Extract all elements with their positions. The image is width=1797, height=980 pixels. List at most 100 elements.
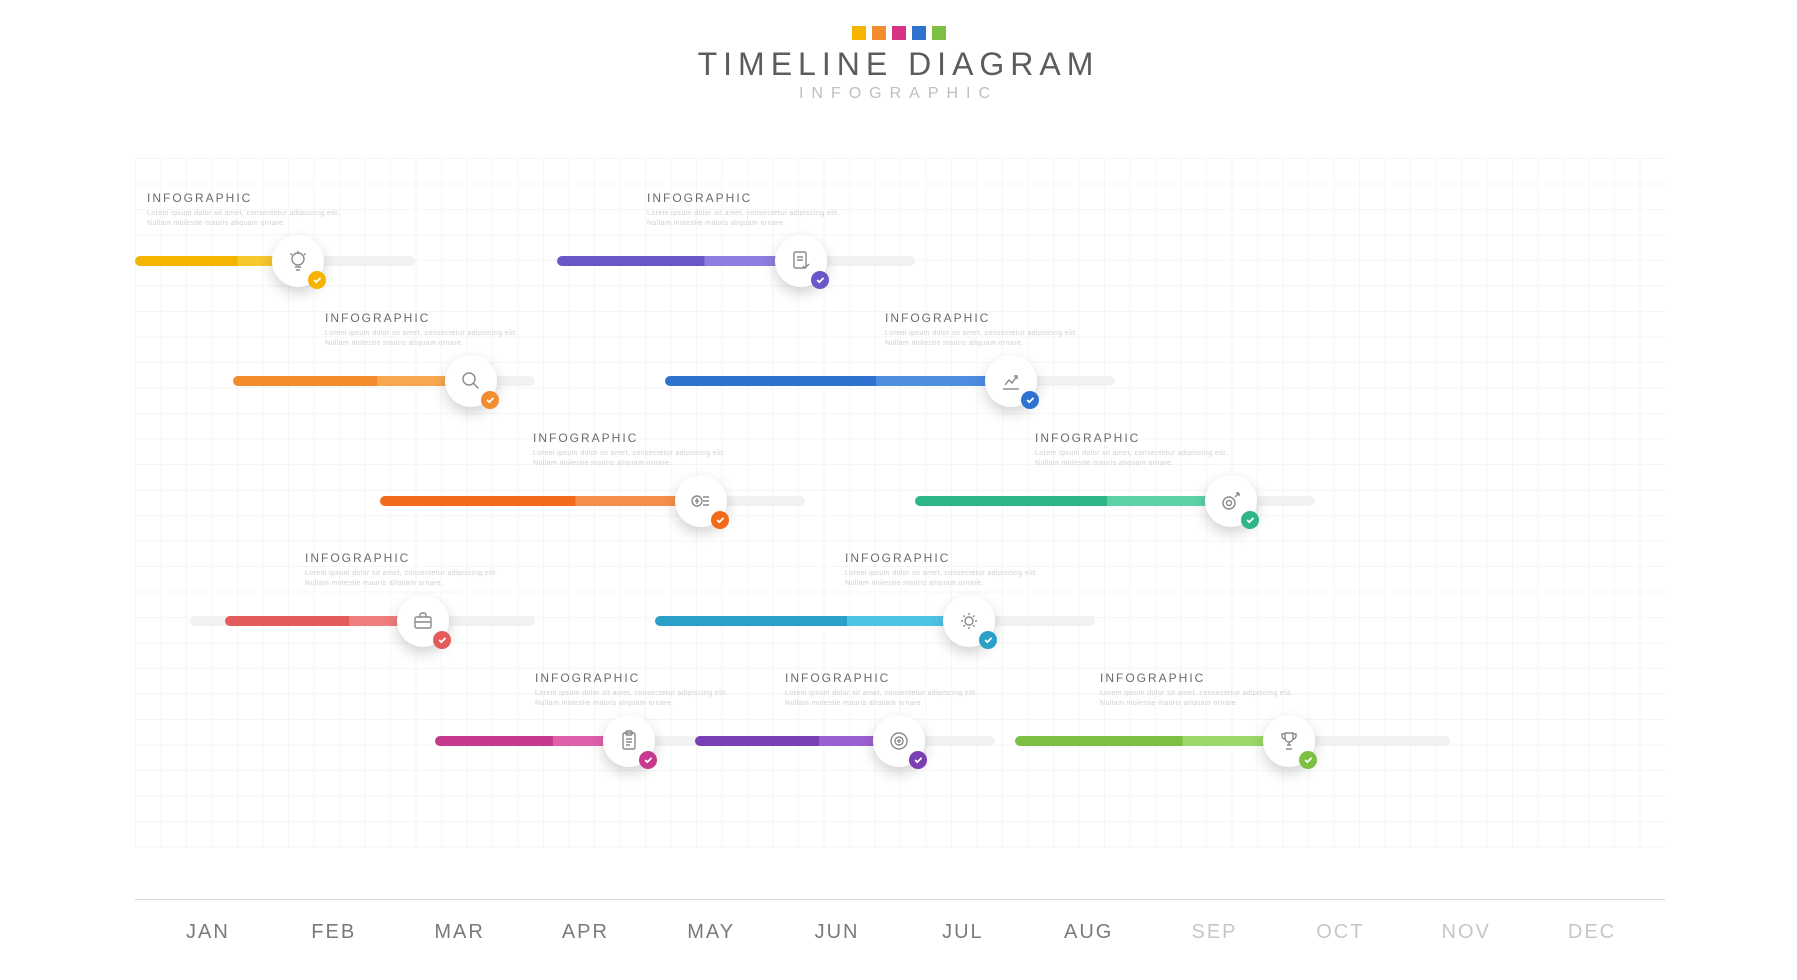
target-icon xyxy=(887,729,911,753)
item-body: Lorem ipsum dolor sit amet, consectetur … xyxy=(535,689,745,708)
month-label: MAY xyxy=(648,921,774,944)
milestone-circle xyxy=(603,715,655,767)
item-title: INFOGRAPHIC xyxy=(533,431,743,445)
item-title: INFOGRAPHIC xyxy=(325,311,535,325)
money-icon xyxy=(689,489,713,513)
item-body: Lorem ipsum dolor sit amet, consectetur … xyxy=(147,209,357,228)
target-up-icon xyxy=(1219,489,1243,513)
check-badge-icon xyxy=(711,511,729,529)
check-badge-icon xyxy=(979,631,997,649)
item-body: Lorem ipsum dolor sit amet, consectetur … xyxy=(533,449,743,468)
timeline-row: INFOGRAPHICLorem ipsum dolor sit amet, c… xyxy=(135,476,1665,524)
item-label-block: INFOGRAPHIC Lorem ipsum dolor sit amet, c… xyxy=(885,311,1095,348)
bar-fill xyxy=(225,616,425,626)
item-title: INFOGRAPHIC xyxy=(885,311,1095,325)
item-title: INFOGRAPHIC xyxy=(1035,431,1245,445)
check-badge-icon xyxy=(909,751,927,769)
item-body: Lorem ipsum dolor sit amet, consectetur … xyxy=(1100,689,1310,708)
item-body: Lorem ipsum dolor sit amet, consectetur … xyxy=(785,689,995,708)
milestone-circle xyxy=(397,595,449,647)
month-label: JAN xyxy=(145,921,271,944)
magnify-icon xyxy=(459,369,483,393)
milestone-circle xyxy=(775,235,827,287)
item-label-block: INFOGRAPHIC Lorem ipsum dolor sit amet, c… xyxy=(845,551,1055,588)
check-badge-icon xyxy=(308,271,326,289)
item-title: INFOGRAPHIC xyxy=(1100,671,1310,685)
item-title: INFOGRAPHIC xyxy=(535,671,745,685)
month-label: MAR xyxy=(397,921,523,944)
milestone-circle xyxy=(1205,475,1257,527)
clipboard-icon xyxy=(617,729,641,753)
item-label-block: INFOGRAPHIC Lorem ipsum dolor sit amet, c… xyxy=(1100,671,1310,708)
check-badge-icon xyxy=(1021,391,1039,409)
item-label-block: INFOGRAPHIC Lorem ipsum dolor sit amet, c… xyxy=(1035,431,1245,468)
check-badge-icon xyxy=(811,271,829,289)
item-body: Lorem ipsum dolor sit amet, consectetur … xyxy=(845,569,1055,588)
item-label-block: INFOGRAPHIC Lorem ipsum dolor sit amet, c… xyxy=(325,311,535,348)
briefcase-icon xyxy=(411,609,435,633)
item-label-block: INFOGRAPHIC Lorem ipsum dolor sit amet, c… xyxy=(785,671,995,708)
timeline-row: INFOGRAPHICLorem ipsum dolor sit amet, c… xyxy=(135,596,1665,644)
bar-fill xyxy=(435,736,625,746)
check-badge-icon xyxy=(1299,751,1317,769)
month-label: APR xyxy=(522,921,648,944)
milestone-circle xyxy=(675,475,727,527)
chart-up-icon xyxy=(999,369,1023,393)
month-labels: JANFEBMARAPRMAYJUNJULAUGSEPOCTNOVDEC xyxy=(135,921,1665,944)
item-body: Lorem ipsum dolor sit amet, consectetur … xyxy=(1035,449,1245,468)
item-body: Lorem ipsum dolor sit amet, consectetur … xyxy=(647,209,857,228)
timeline-row: INFOGRAPHICLorem ipsum dolor sit amet, c… xyxy=(135,716,1665,764)
timeline-row: INFOGRAPHICLorem ipsum dolor sit amet, c… xyxy=(135,236,1665,284)
bar-fill xyxy=(695,736,895,746)
item-title: INFOGRAPHIC xyxy=(305,551,515,565)
milestone-circle xyxy=(1263,715,1315,767)
bar-fill xyxy=(665,376,1005,386)
item-body: Lorem ipsum dolor sit amet, consectetur … xyxy=(885,329,1095,348)
accent-dot xyxy=(932,26,946,40)
accent-dot xyxy=(892,26,906,40)
check-badge-icon xyxy=(481,391,499,409)
milestone-circle xyxy=(943,595,995,647)
trophy-icon xyxy=(1277,729,1301,753)
item-title: INFOGRAPHIC xyxy=(147,191,357,205)
x-axis-line xyxy=(135,899,1665,900)
check-badge-icon xyxy=(433,631,451,649)
color-dots xyxy=(0,26,1797,40)
month-label: NOV xyxy=(1403,921,1529,944)
item-title: INFOGRAPHIC xyxy=(647,191,857,205)
gear-chart-icon xyxy=(957,609,981,633)
bar-fill xyxy=(655,616,965,626)
check-badge-icon xyxy=(1241,511,1259,529)
month-label: FEB xyxy=(271,921,397,944)
gantt-chart: INFOGRAPHIC Lorem ipsum dolor sit amet, c… xyxy=(135,158,1665,848)
accent-dot xyxy=(852,26,866,40)
header: TIMELINE DIAGRAM INFOGRAPHIC xyxy=(0,26,1797,103)
milestone-circle xyxy=(445,355,497,407)
month-label: SEP xyxy=(1152,921,1278,944)
item-label-block: INFOGRAPHIC Lorem ipsum dolor sit amet, c… xyxy=(535,671,745,708)
milestone-circle xyxy=(272,235,324,287)
bar-fill xyxy=(1015,736,1285,746)
item-title: INFOGRAPHIC xyxy=(845,551,1055,565)
item-body: Lorem ipsum dolor sit amet, consectetur … xyxy=(305,569,515,588)
check-badge-icon xyxy=(639,751,657,769)
month-label: AUG xyxy=(1026,921,1152,944)
page-subtitle: INFOGRAPHIC xyxy=(0,85,1797,103)
page-title: TIMELINE DIAGRAM xyxy=(0,46,1797,83)
doc-check-icon xyxy=(789,249,813,273)
bar-fill xyxy=(915,496,1225,506)
timeline-row: INFOGRAPHICLorem ipsum dolor sit amet, c… xyxy=(135,356,1665,404)
item-label-block: INFOGRAPHIC Lorem ipsum dolor sit amet, c… xyxy=(533,431,743,468)
month-label: OCT xyxy=(1277,921,1403,944)
month-label: JUL xyxy=(900,921,1026,944)
bar-fill xyxy=(380,496,695,506)
accent-dot xyxy=(912,26,926,40)
bulb-icon xyxy=(286,249,310,273)
bar-fill xyxy=(557,256,795,266)
item-body: Lorem ipsum dolor sit amet, consectetur … xyxy=(325,329,535,348)
month-label: DEC xyxy=(1529,921,1655,944)
bar-fill xyxy=(233,376,465,386)
item-label-block: INFOGRAPHIC Lorem ipsum dolor sit amet, c… xyxy=(147,191,357,228)
item-label-block: INFOGRAPHIC Lorem ipsum dolor sit amet, c… xyxy=(305,551,515,588)
item-title: INFOGRAPHIC xyxy=(785,671,995,685)
